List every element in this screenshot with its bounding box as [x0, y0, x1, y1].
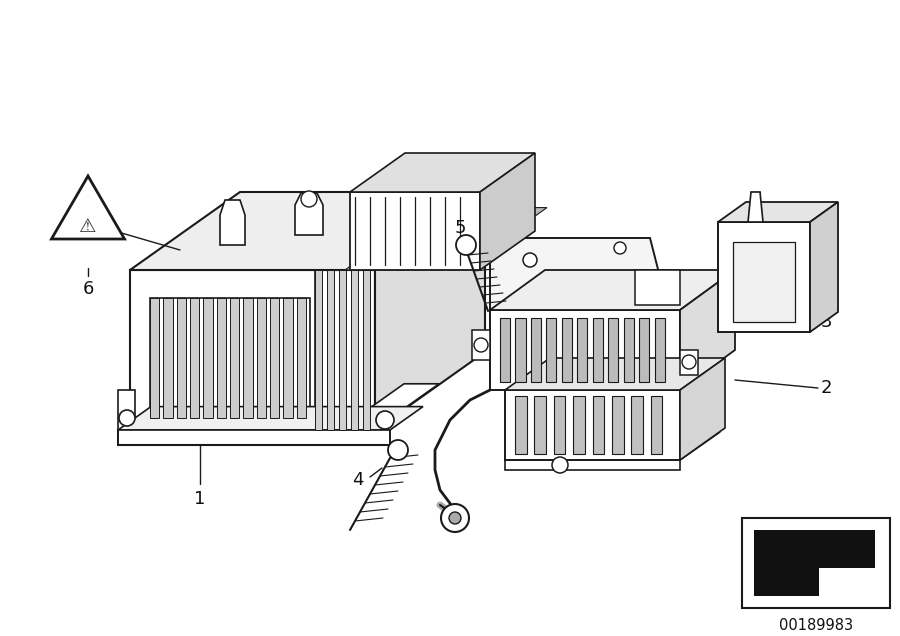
Polygon shape [339, 270, 346, 430]
Circle shape [552, 457, 568, 473]
Polygon shape [490, 238, 680, 385]
Polygon shape [748, 192, 763, 222]
Polygon shape [230, 298, 239, 418]
Polygon shape [217, 298, 226, 418]
Polygon shape [350, 153, 535, 192]
Polygon shape [531, 318, 541, 382]
Polygon shape [505, 432, 720, 460]
Polygon shape [680, 358, 725, 460]
Circle shape [523, 253, 537, 267]
Polygon shape [490, 270, 735, 310]
Polygon shape [631, 396, 643, 454]
Polygon shape [810, 202, 838, 332]
Circle shape [376, 411, 394, 429]
Polygon shape [256, 298, 266, 418]
FancyBboxPatch shape [742, 518, 890, 608]
Text: 3: 3 [820, 313, 832, 331]
Text: ⚠: ⚠ [79, 216, 97, 235]
Text: 4: 4 [352, 471, 364, 489]
Polygon shape [163, 298, 173, 418]
Polygon shape [651, 396, 662, 454]
Polygon shape [472, 330, 490, 360]
Polygon shape [562, 318, 572, 382]
Polygon shape [243, 298, 253, 418]
Text: 5: 5 [454, 219, 466, 237]
Polygon shape [150, 298, 159, 418]
Circle shape [388, 440, 408, 460]
Polygon shape [535, 396, 546, 454]
Text: 6: 6 [82, 280, 94, 298]
Polygon shape [500, 318, 510, 382]
Circle shape [119, 410, 135, 426]
Polygon shape [635, 270, 680, 305]
Circle shape [474, 338, 488, 352]
Polygon shape [680, 350, 698, 375]
Polygon shape [270, 298, 279, 418]
Circle shape [301, 191, 317, 207]
Polygon shape [639, 318, 649, 382]
Polygon shape [345, 207, 445, 270]
Polygon shape [680, 270, 735, 390]
Polygon shape [295, 193, 323, 235]
Polygon shape [490, 310, 680, 390]
Polygon shape [718, 222, 810, 332]
Polygon shape [351, 270, 358, 430]
Polygon shape [505, 390, 680, 460]
Polygon shape [612, 396, 624, 454]
Polygon shape [130, 270, 375, 430]
Polygon shape [362, 207, 462, 270]
Polygon shape [396, 207, 496, 270]
Circle shape [456, 235, 476, 255]
Polygon shape [546, 318, 556, 382]
Circle shape [441, 504, 469, 532]
Polygon shape [413, 207, 513, 270]
Polygon shape [190, 298, 199, 418]
Polygon shape [608, 318, 618, 382]
Polygon shape [363, 270, 370, 430]
Polygon shape [554, 396, 565, 454]
Polygon shape [220, 200, 245, 245]
Polygon shape [315, 270, 322, 430]
Polygon shape [130, 192, 485, 270]
Polygon shape [297, 298, 306, 418]
Polygon shape [430, 207, 530, 270]
Circle shape [614, 242, 626, 254]
Polygon shape [718, 202, 838, 222]
Polygon shape [480, 153, 535, 270]
Polygon shape [118, 390, 135, 440]
Text: 1: 1 [194, 490, 206, 508]
Polygon shape [118, 430, 135, 445]
Polygon shape [350, 192, 480, 270]
Polygon shape [360, 384, 439, 415]
Polygon shape [592, 396, 604, 454]
Polygon shape [577, 318, 588, 382]
Polygon shape [284, 298, 292, 418]
Polygon shape [654, 318, 664, 382]
Polygon shape [733, 242, 795, 322]
Circle shape [449, 512, 461, 524]
Circle shape [682, 355, 696, 369]
Polygon shape [118, 406, 423, 430]
Polygon shape [118, 430, 390, 445]
Polygon shape [754, 530, 875, 596]
Polygon shape [447, 207, 547, 270]
Polygon shape [375, 192, 485, 430]
Polygon shape [505, 460, 680, 470]
Polygon shape [203, 298, 212, 418]
Polygon shape [515, 396, 526, 454]
Polygon shape [51, 176, 124, 239]
Polygon shape [516, 318, 526, 382]
Polygon shape [505, 358, 725, 390]
Text: 2: 2 [820, 379, 832, 397]
Text: 00189983: 00189983 [778, 618, 853, 633]
Polygon shape [176, 298, 186, 418]
Polygon shape [624, 318, 634, 382]
Polygon shape [573, 396, 585, 454]
Polygon shape [379, 207, 479, 270]
Polygon shape [327, 270, 334, 430]
Polygon shape [593, 318, 603, 382]
